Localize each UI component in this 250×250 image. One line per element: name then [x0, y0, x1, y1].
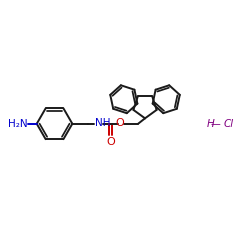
- Text: O: O: [116, 118, 124, 128]
- Text: —: —: [210, 119, 220, 129]
- Text: H: H: [206, 119, 214, 129]
- Text: H₂N: H₂N: [8, 119, 27, 129]
- Text: NH: NH: [95, 118, 111, 128]
- Text: Cl: Cl: [224, 119, 234, 129]
- Text: O: O: [106, 137, 115, 147]
